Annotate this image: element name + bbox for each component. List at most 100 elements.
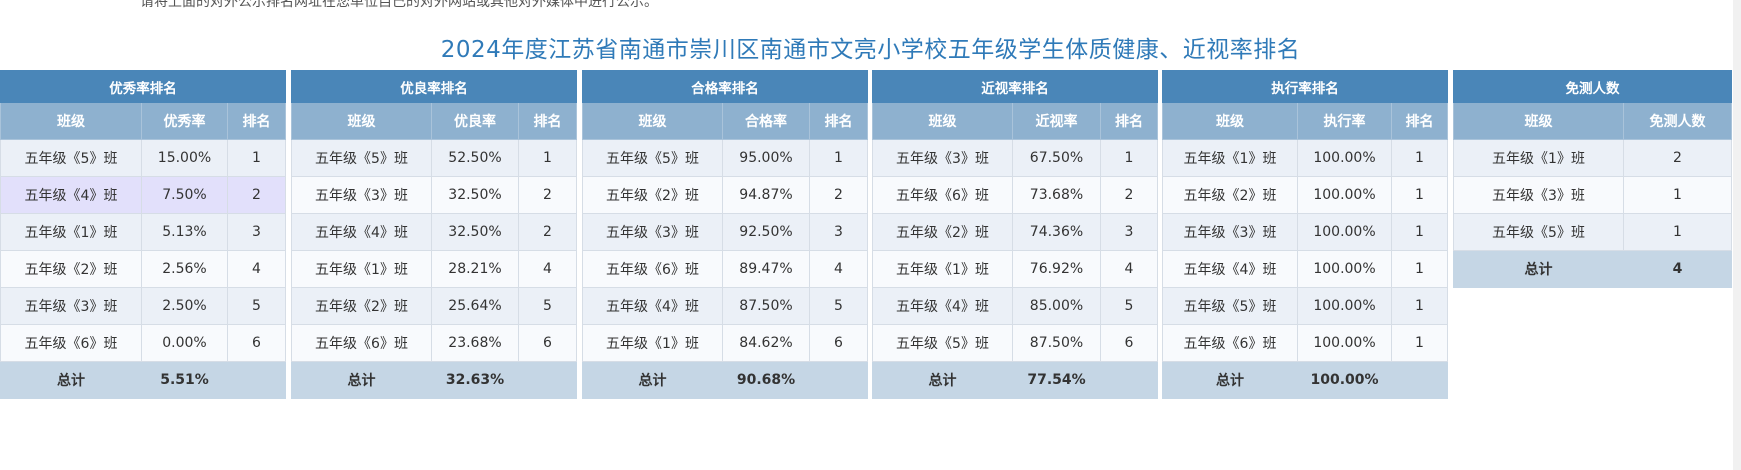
table-row: 五年级《4》班 87.50% 5	[582, 287, 869, 325]
column-header: 执行率	[1297, 102, 1392, 140]
table-cell: 5	[226, 287, 287, 325]
table-cell: 1	[1623, 213, 1732, 251]
table-cell: 1	[1099, 139, 1159, 177]
table-cell: 52.50%	[431, 139, 519, 177]
total-cell: 总计	[582, 361, 723, 399]
table-cell: 五年级《2》班	[291, 287, 432, 325]
total-row: 总计 5.51%	[0, 361, 287, 399]
table-heading: 执行率排名	[1161, 70, 1449, 103]
table-cell: 1	[1390, 287, 1449, 325]
table-cell: 五年级《1》班	[872, 250, 1013, 288]
table-cell: 100.00%	[1297, 213, 1392, 251]
table-cell: 87.50%	[722, 287, 810, 325]
table-row: 五年级《3》班 92.50% 3	[582, 213, 869, 251]
total-cell: 总计	[0, 361, 142, 399]
total-cell	[226, 361, 287, 399]
exempt-count-table: 免测人数 班级 免测人数 五年级《1》班 2 五年级《3》班 1 五年级《5》班 1 总计 4	[1453, 70, 1732, 288]
table-row: 五年级《1》班 76.92% 4	[872, 250, 1159, 288]
table-cell: 五年级《1》班	[582, 324, 723, 362]
column-header: 免测人数	[1623, 102, 1732, 140]
table-cell: 94.87%	[722, 176, 810, 214]
table-cell: 28.21%	[431, 250, 519, 288]
table-row: 五年级《6》班 73.68% 2	[872, 176, 1159, 214]
total-row: 总计 4	[1453, 250, 1732, 288]
table-cell: 4	[1099, 250, 1159, 288]
table-cell: 五年级《6》班	[1162, 324, 1298, 362]
table-row: 五年级《1》班 2	[1453, 139, 1732, 177]
table-cell: 4	[226, 250, 287, 288]
table-cell: 6	[1099, 324, 1159, 362]
total-cell	[1390, 361, 1449, 399]
total-row: 总计 90.68%	[582, 361, 869, 399]
table-cell: 五年级《2》班	[0, 250, 142, 288]
column-header: 近视率	[1012, 102, 1101, 140]
table-cell: 五年级《6》班	[0, 324, 142, 362]
table-row: 五年级《6》班 0.00% 6	[0, 324, 287, 362]
table-cell: 五年级《4》班	[582, 287, 723, 325]
total-cell: 32.63%	[431, 361, 519, 399]
table-cell: 五年级《4》班	[1162, 250, 1298, 288]
column-header: 排名	[1099, 102, 1159, 140]
column-header: 班级	[872, 102, 1013, 140]
table-cell: 1	[1390, 139, 1449, 177]
table-cell: 五年级《5》班	[582, 139, 723, 177]
column-header: 班级	[1453, 102, 1624, 140]
total-cell: 总计	[1162, 361, 1298, 399]
table-cell: 67.50%	[1012, 139, 1101, 177]
table-row: 五年级《1》班 84.62% 6	[582, 324, 869, 362]
table-row: 五年级《5》班 95.00% 1	[582, 139, 869, 177]
table-cell: 五年级《5》班	[872, 324, 1013, 362]
table-cell: 五年级《1》班	[291, 250, 432, 288]
table-cell: 100.00%	[1297, 287, 1392, 325]
table-cell: 2.50%	[141, 287, 228, 325]
table-row: 五年级《6》班 23.68% 6	[291, 324, 578, 362]
table-row: 五年级《5》班 1	[1453, 213, 1732, 251]
table-cell: 1	[808, 139, 869, 177]
total-row: 总计 100.00%	[1162, 361, 1449, 399]
table-cell: 5	[1099, 287, 1159, 325]
total-cell: 77.54%	[1012, 361, 1101, 399]
total-row: 总计 77.54%	[872, 361, 1159, 399]
table-cell: 3	[808, 213, 869, 251]
table-cell: 1	[1623, 176, 1732, 214]
page-scrollbar[interactable]	[1733, 0, 1741, 470]
total-cell: 5.51%	[141, 361, 228, 399]
table-row: 五年级《2》班 25.64% 5	[291, 287, 578, 325]
table-cell: 五年级《3》班	[582, 213, 723, 251]
table-cell: 五年级《1》班	[1453, 139, 1624, 177]
table-cell: 五年级《6》班	[872, 176, 1013, 214]
table-cell: 五年级《5》班	[1162, 287, 1298, 325]
table-row: 五年级《3》班 1	[1453, 176, 1732, 214]
table-cell: 五年级《5》班	[291, 139, 432, 177]
execution-rate-table: 执行率排名 班级 执行率 排名 五年级《1》班 100.00% 1 五年级《2》班 100.00…	[1161, 70, 1449, 399]
table-row: 五年级《2》班 2.56% 4	[0, 250, 287, 288]
total-cell	[1099, 361, 1159, 399]
table-cell: 84.62%	[722, 324, 810, 362]
page-title: 2024年度江苏省南通市崇川区南通市文亮小学校五年级学生体质健康、近视率排名	[440, 37, 1301, 63]
table-row: 五年级《3》班 32.50% 2	[291, 176, 578, 214]
table-cell: 5.13%	[141, 213, 228, 251]
table-row: 五年级《6》班 89.47% 4	[582, 250, 869, 288]
table-heading: 优良率排名	[290, 70, 578, 103]
table-cell: 76.92%	[1012, 250, 1101, 288]
table-cell: 五年级《2》班	[582, 176, 723, 214]
table-cell: 五年级《1》班	[0, 213, 142, 251]
column-header: 排名	[226, 102, 287, 140]
table-cell: 15.00%	[141, 139, 228, 177]
table-row: 五年级《3》班 67.50% 1	[872, 139, 1159, 177]
table-cell: 0.00%	[141, 324, 228, 362]
table-heading: 免测人数	[1453, 70, 1732, 103]
table-cell: 32.50%	[431, 176, 519, 214]
total-cell: 100.00%	[1297, 361, 1392, 399]
table-cell: 五年级《2》班	[872, 213, 1013, 251]
table-cell: 五年级《4》班	[0, 176, 142, 214]
table-cell: 五年级《2》班	[1162, 176, 1298, 214]
column-header: 优秀率	[141, 102, 228, 140]
table-cell: 100.00%	[1297, 176, 1392, 214]
column-header: 排名	[1390, 102, 1449, 140]
table-cell: 3	[226, 213, 287, 251]
table-cell: 五年级《3》班	[1162, 213, 1298, 251]
table-cell: 五年级《4》班	[872, 287, 1013, 325]
table-row: 五年级《3》班 2.50% 5	[0, 287, 287, 325]
table-row: 五年级《5》班 100.00% 1	[1162, 287, 1449, 325]
